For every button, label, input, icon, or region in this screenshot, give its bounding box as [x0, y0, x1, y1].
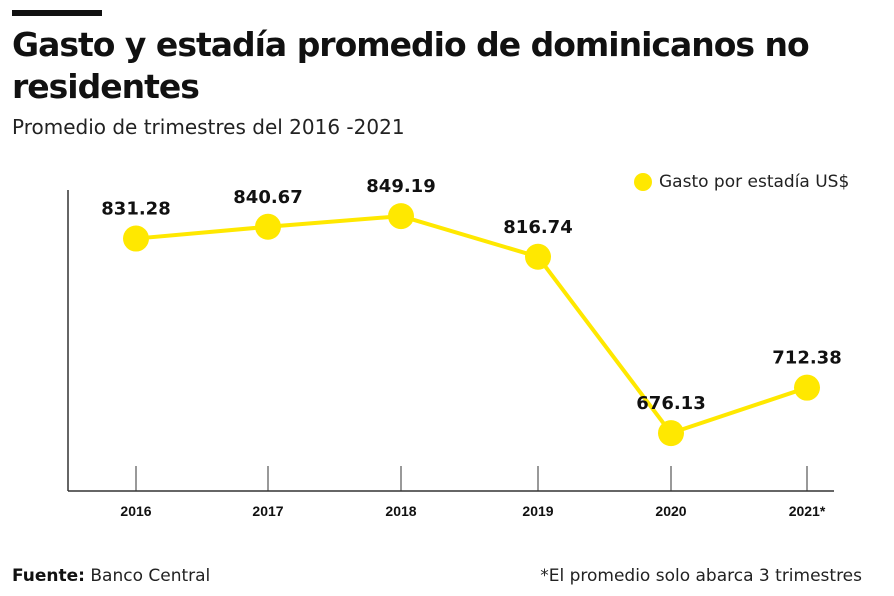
legend-swatch-circle-icon: [634, 173, 652, 191]
data-label: 849.19: [366, 176, 435, 197]
data-label: 816.74: [503, 217, 572, 238]
source-value: Banco Central: [90, 566, 211, 586]
source-label: Fuente:: [12, 566, 85, 586]
title-accent-bar: [12, 10, 102, 16]
x-tick-label: 2016: [120, 503, 151, 519]
data-point: [794, 374, 820, 401]
x-tick-label: 2019: [522, 503, 553, 519]
x-tick-label: 2018: [385, 503, 416, 519]
legend: Gasto por estadía US$: [634, 172, 849, 192]
data-label: 676.13: [636, 393, 705, 414]
data-point: [123, 225, 149, 252]
chart-subtitle: Promedio de trimestres del 2016 -2021: [12, 115, 405, 139]
series-points: [123, 203, 820, 447]
x-tick-label: 2021*: [789, 503, 826, 519]
source-note: Fuente: Banco Central: [12, 566, 210, 586]
x-axis-tick-labels: 2016 2017 2018 2019 2020 2021*: [120, 503, 825, 519]
data-point: [525, 243, 551, 270]
data-labels: 831.28 840.67 849.19 816.74 676.13 712.38: [101, 176, 841, 414]
data-label: 831.28: [101, 199, 170, 220]
data-point: [388, 203, 414, 230]
legend-label: Gasto por estadía US$: [659, 172, 850, 192]
x-tick-label: 2017: [252, 503, 283, 519]
series-line-gasto: [135, 214, 808, 436]
chart-title: Gasto y estadía promedio de dominicanos …: [12, 25, 810, 106]
x-tick-label: 2020: [655, 503, 686, 519]
data-point: [658, 420, 684, 447]
data-point: [255, 213, 281, 240]
x-axis-ticks: [135, 466, 808, 491]
data-label: 840.67: [233, 187, 302, 208]
data-label: 712.38: [772, 348, 841, 369]
footnote: *El promedio solo abarca 3 trimestres: [540, 566, 862, 586]
